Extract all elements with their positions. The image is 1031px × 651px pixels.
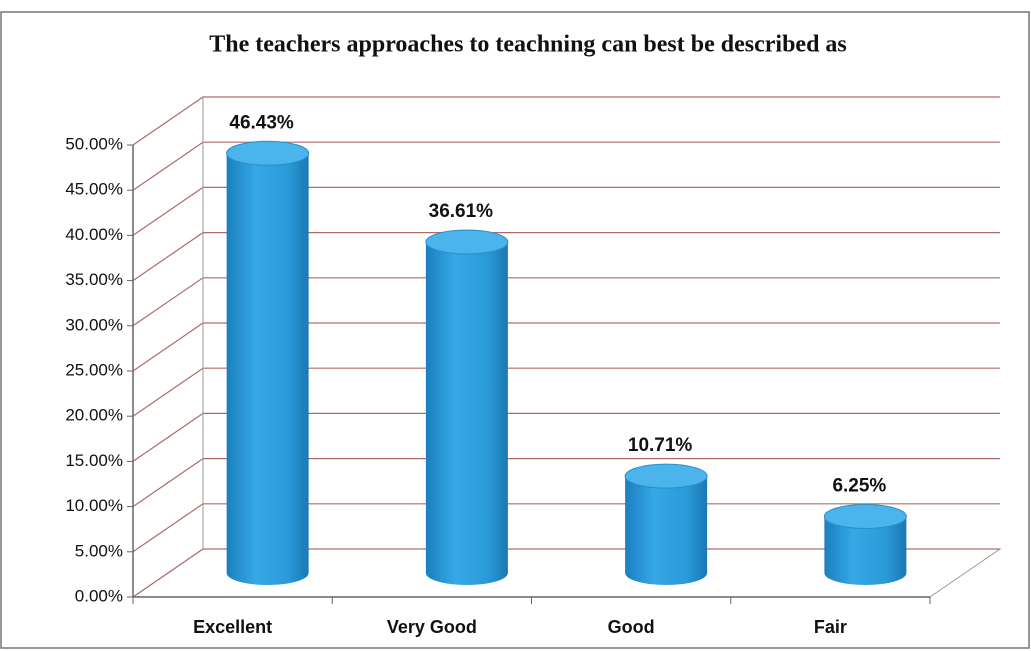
bar-top xyxy=(823,504,907,529)
bar xyxy=(625,476,708,585)
y-tick-label: 30.00% xyxy=(65,315,123,334)
bar xyxy=(226,153,309,585)
bar-top xyxy=(624,463,708,489)
value-label: 46.43% xyxy=(229,112,294,133)
bar-top xyxy=(425,229,509,255)
x-tick-label: Good xyxy=(608,617,655,637)
x-tick-label: Excellent xyxy=(193,617,272,637)
bar-top xyxy=(226,140,310,166)
bar xyxy=(824,516,907,585)
value-label: 36.61% xyxy=(429,201,494,222)
chart-title: The teachers approaches to teachning can… xyxy=(209,32,847,58)
value-label: 10.71% xyxy=(628,435,693,456)
y-tick-label: 50.00% xyxy=(65,134,123,153)
y-tick-label: 0.00% xyxy=(75,586,123,605)
y-tick-label: 25.00% xyxy=(65,360,123,379)
y-tick-label: 45.00% xyxy=(65,180,123,199)
y-tick-label: 5.00% xyxy=(75,541,123,560)
y-tick-label: 20.00% xyxy=(65,406,123,425)
x-tick-label: Fair xyxy=(814,617,847,637)
y-tick-label: 35.00% xyxy=(65,270,123,289)
bar xyxy=(425,242,508,585)
y-tick-label: 40.00% xyxy=(65,225,123,244)
value-label: 6.25% xyxy=(832,476,886,497)
y-tick-label: 15.00% xyxy=(65,451,123,470)
y-tick-label: 10.00% xyxy=(65,496,123,515)
x-tick-label: Very Good xyxy=(387,617,477,637)
